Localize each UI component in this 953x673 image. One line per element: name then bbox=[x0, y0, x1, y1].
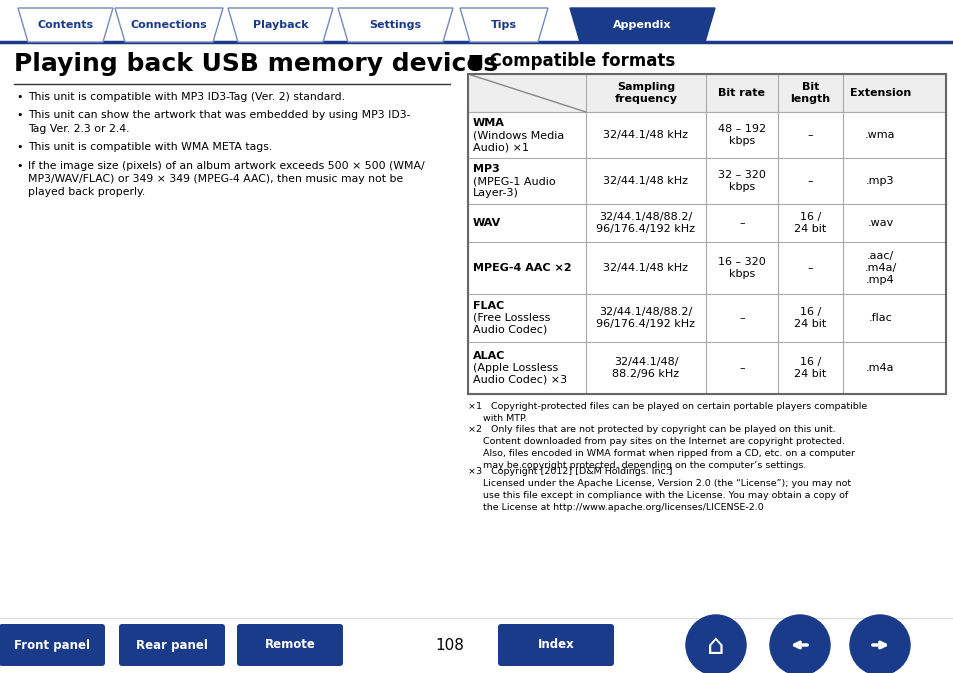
Circle shape bbox=[849, 615, 909, 673]
Text: Index: Index bbox=[537, 639, 574, 651]
Text: (Apple Lossless: (Apple Lossless bbox=[473, 363, 558, 373]
Text: ■ Compatible formats: ■ Compatible formats bbox=[468, 52, 675, 70]
Text: 32/44.1/48/: 32/44.1/48/ bbox=[613, 357, 678, 367]
Polygon shape bbox=[569, 8, 714, 42]
Text: 32/44.1/48 kHz: 32/44.1/48 kHz bbox=[603, 130, 688, 140]
Text: Bit
length: Bit length bbox=[790, 82, 830, 104]
Text: Contents: Contents bbox=[37, 20, 93, 30]
Text: FLAC: FLAC bbox=[473, 301, 504, 311]
Text: 24 bit: 24 bit bbox=[794, 369, 825, 379]
Text: .wma: .wma bbox=[864, 130, 895, 140]
Text: kbps: kbps bbox=[728, 136, 755, 146]
Text: –: – bbox=[807, 130, 813, 140]
Text: This unit can show the artwork that was embedded by using MP3 ID3-
Tag Ver. 2.3 : This unit can show the artwork that was … bbox=[28, 110, 410, 134]
Text: –: – bbox=[807, 263, 813, 273]
Text: –: – bbox=[739, 218, 744, 228]
Text: .mp3: .mp3 bbox=[865, 176, 894, 186]
Text: 32/44.1/48/88.2/: 32/44.1/48/88.2/ bbox=[598, 212, 692, 222]
Text: MP3: MP3 bbox=[473, 164, 499, 174]
Polygon shape bbox=[228, 8, 333, 42]
Text: ×2   Only files that are not protected by copyright can be played on this unit.
: ×2 Only files that are not protected by … bbox=[468, 425, 854, 470]
Text: 32 – 320: 32 – 320 bbox=[718, 170, 765, 180]
Text: 88.2/96 kHz: 88.2/96 kHz bbox=[612, 369, 679, 379]
Circle shape bbox=[769, 615, 829, 673]
Text: ALAC: ALAC bbox=[473, 351, 505, 361]
Polygon shape bbox=[337, 8, 453, 42]
Text: This unit is compatible with MP3 ID3-Tag (Ver. 2) standard.: This unit is compatible with MP3 ID3-Tag… bbox=[28, 92, 345, 102]
Polygon shape bbox=[115, 8, 223, 42]
Text: 32/44.1/48 kHz: 32/44.1/48 kHz bbox=[603, 263, 688, 273]
Text: This unit is compatible with WMA META tags.: This unit is compatible with WMA META ta… bbox=[28, 143, 272, 153]
Text: (MPEG-1 Audio: (MPEG-1 Audio bbox=[473, 176, 555, 186]
Text: .m4a: .m4a bbox=[865, 363, 894, 373]
Text: Extension: Extension bbox=[849, 88, 910, 98]
Text: •: • bbox=[16, 110, 23, 120]
Text: 32/44.1/48 kHz: 32/44.1/48 kHz bbox=[603, 176, 688, 186]
Text: ×3   Copyright [2012] [D&M Holdings. Inc.]
     Licensed under the Apache Licens: ×3 Copyright [2012] [D&M Holdings. Inc.]… bbox=[468, 467, 850, 512]
Text: •: • bbox=[16, 161, 23, 171]
Text: kbps: kbps bbox=[728, 182, 755, 192]
Text: ⌂: ⌂ bbox=[706, 632, 724, 660]
Text: Remote: Remote bbox=[264, 639, 315, 651]
FancyBboxPatch shape bbox=[0, 624, 105, 666]
Text: WAV: WAV bbox=[473, 218, 500, 228]
Bar bbox=[468, 74, 945, 394]
Text: .m4a/: .m4a/ bbox=[863, 263, 896, 273]
FancyBboxPatch shape bbox=[236, 624, 343, 666]
Text: kbps: kbps bbox=[728, 269, 755, 279]
Text: –: – bbox=[739, 363, 744, 373]
Text: Audio) ×1: Audio) ×1 bbox=[473, 142, 529, 152]
Text: –: – bbox=[739, 313, 744, 323]
Text: 16 /: 16 / bbox=[799, 307, 821, 317]
Text: 16 /: 16 / bbox=[799, 212, 821, 222]
Text: •: • bbox=[16, 143, 23, 153]
Text: Bit rate: Bit rate bbox=[718, 88, 764, 98]
Text: .flac: .flac bbox=[868, 313, 891, 323]
Text: 32/44.1/48/88.2/: 32/44.1/48/88.2/ bbox=[598, 307, 692, 317]
Text: If the image size (pixels) of an album artwork exceeds 500 × 500 (WMA/
MP3/WAV/F: If the image size (pixels) of an album a… bbox=[28, 161, 424, 197]
Text: .aac/: .aac/ bbox=[866, 251, 893, 261]
Text: WMA: WMA bbox=[473, 118, 504, 128]
Text: Appendix: Appendix bbox=[613, 20, 671, 30]
Text: •: • bbox=[16, 92, 23, 102]
Polygon shape bbox=[18, 8, 112, 42]
FancyBboxPatch shape bbox=[497, 624, 614, 666]
Text: 16 – 320: 16 – 320 bbox=[718, 257, 765, 267]
Text: .wav: .wav bbox=[866, 218, 893, 228]
Text: Settings: Settings bbox=[369, 20, 421, 30]
Bar bbox=[468, 74, 945, 112]
Text: Layer-3): Layer-3) bbox=[473, 188, 518, 198]
FancyBboxPatch shape bbox=[119, 624, 225, 666]
Polygon shape bbox=[459, 8, 547, 42]
Circle shape bbox=[685, 615, 745, 673]
Text: 96/176.4/192 kHz: 96/176.4/192 kHz bbox=[596, 319, 695, 329]
Text: 108: 108 bbox=[436, 637, 464, 653]
Text: 96/176.4/192 kHz: 96/176.4/192 kHz bbox=[596, 224, 695, 234]
Text: Sampling
frequency: Sampling frequency bbox=[614, 82, 677, 104]
Text: Tips: Tips bbox=[491, 20, 517, 30]
Text: MPEG-4 AAC ×2: MPEG-4 AAC ×2 bbox=[473, 263, 571, 273]
Text: Audio Codec): Audio Codec) bbox=[473, 325, 547, 335]
Text: Audio Codec) ×3: Audio Codec) ×3 bbox=[473, 375, 566, 385]
Text: (Windows Media: (Windows Media bbox=[473, 130, 563, 140]
Text: .mp4: .mp4 bbox=[865, 275, 894, 285]
Text: 16 /: 16 / bbox=[799, 357, 821, 367]
Text: 48 – 192: 48 – 192 bbox=[718, 124, 765, 134]
Text: Playback: Playback bbox=[253, 20, 308, 30]
Text: (Free Lossless: (Free Lossless bbox=[473, 313, 550, 323]
Text: 24 bit: 24 bit bbox=[794, 224, 825, 234]
Text: ×1   Copyright-protected files can be played on certain portable players compati: ×1 Copyright-protected files can be play… bbox=[468, 402, 866, 423]
Text: 24 bit: 24 bit bbox=[794, 319, 825, 329]
Text: Front panel: Front panel bbox=[14, 639, 90, 651]
Text: –: – bbox=[807, 176, 813, 186]
Text: Connections: Connections bbox=[131, 20, 207, 30]
Text: Rear panel: Rear panel bbox=[136, 639, 208, 651]
Text: Playing back USB memory devices: Playing back USB memory devices bbox=[14, 52, 497, 76]
